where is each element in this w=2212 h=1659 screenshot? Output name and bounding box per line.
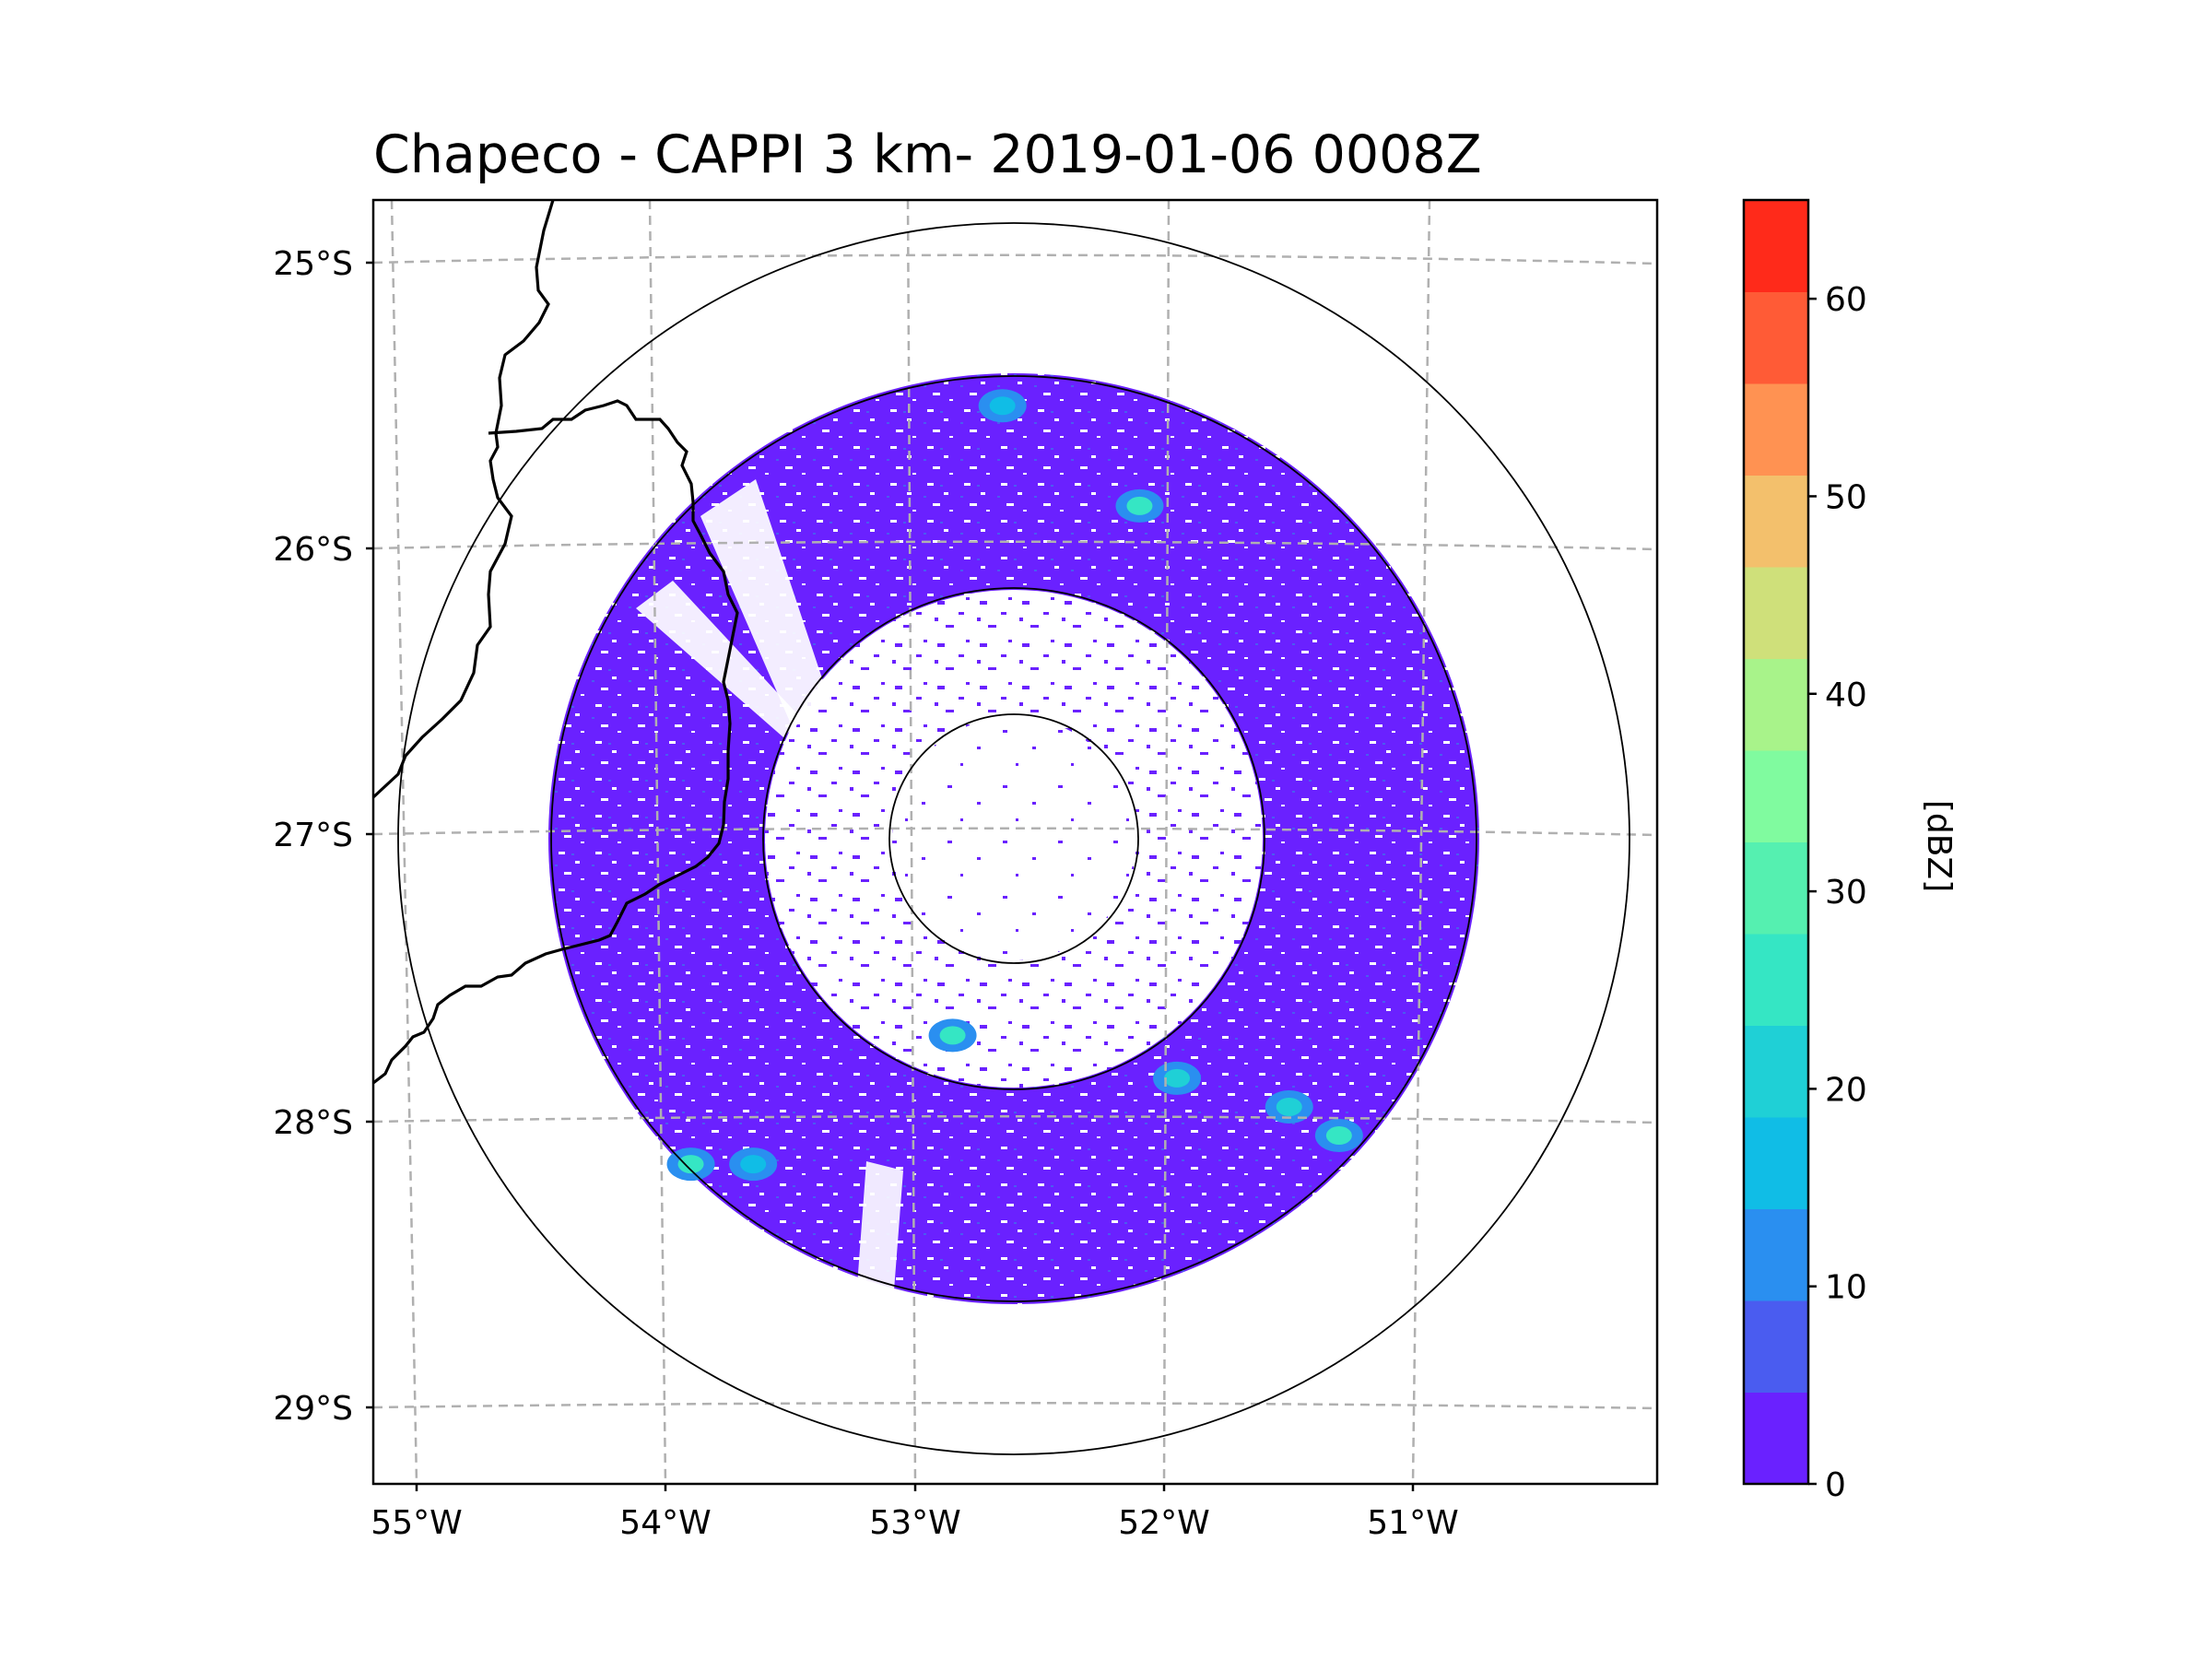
colorbar-tick-label: 60 <box>1825 281 1867 319</box>
lat-label-28s: 28°S <box>273 1104 353 1142</box>
political-borders <box>373 200 739 1085</box>
colorbar-tick-label: 50 <box>1825 478 1867 516</box>
colorbar-label: [dBZ] <box>1920 800 1958 892</box>
lat-label-25s: 25°S <box>273 245 353 283</box>
echo-north-2 <box>989 396 1016 416</box>
lat-label-27s: 27°S <box>273 817 353 854</box>
lon-label-53w: 53°W <box>869 1504 960 1542</box>
lat-lon-gridlines <box>373 200 1657 1484</box>
lon-label-52w: 52°W <box>1118 1504 1209 1542</box>
colorbar-tick-label: 40 <box>1825 677 1867 714</box>
echo-southwest-1 <box>677 1155 704 1174</box>
echo-southeast-1 <box>1164 1068 1191 1088</box>
echo-southeast-3 <box>1325 1126 1352 1146</box>
figure-title: Chapeco - CAPPI 3 km- 2019-01-06 0008Z <box>373 124 1482 185</box>
colorbar-tick-label: 30 <box>1825 874 1867 912</box>
colorbar-segment <box>1744 1025 1808 1118</box>
colorbar-segment <box>1744 1392 1808 1485</box>
colorbar-segment <box>1744 1208 1808 1301</box>
colorbar-tick-label: 10 <box>1825 1269 1867 1307</box>
lat-label-29s: 29°S <box>273 1390 353 1428</box>
colorbar-segment <box>1744 567 1808 659</box>
colorbar <box>1742 198 1810 1486</box>
lon-label-55w: 55°W <box>371 1504 462 1542</box>
lon-label-51w: 51°W <box>1367 1504 1458 1542</box>
lat-label-26s: 26°S <box>273 531 353 569</box>
range-rings <box>397 222 1630 1455</box>
colorbar-segment <box>1744 200 1808 292</box>
echo-north <box>1126 496 1153 515</box>
colorbar-segment <box>1744 658 1808 751</box>
echo-south-center <box>939 1026 966 1045</box>
colorbar-ticks: 0 10 20 30 40 50 60 <box>1808 281 1867 1504</box>
colorbar-segment <box>1744 750 1808 842</box>
colorbar-segment <box>1744 383 1808 476</box>
colorbar-segment <box>1744 291 1808 384</box>
colorbar-segment <box>1744 1300 1808 1393</box>
axis-ticks <box>366 261 1415 1491</box>
colorbar-segment <box>1744 1117 1808 1209</box>
colorbar-tick-label: 20 <box>1825 1071 1867 1109</box>
echo-southwest-2 <box>740 1155 767 1174</box>
radar-reflectivity-field <box>548 373 1479 1304</box>
lon-label-54w: 54°W <box>619 1504 711 1542</box>
colorbar-segment <box>1744 841 1808 935</box>
colorbar-segment <box>1744 934 1808 1026</box>
colorbar-tick-label: 0 <box>1825 1466 1846 1504</box>
map-frame <box>371 198 1659 1486</box>
colorbar-frame <box>1742 198 1810 1486</box>
echo-southeast-2 <box>1276 1097 1302 1116</box>
colorbar-segment <box>1744 475 1808 568</box>
